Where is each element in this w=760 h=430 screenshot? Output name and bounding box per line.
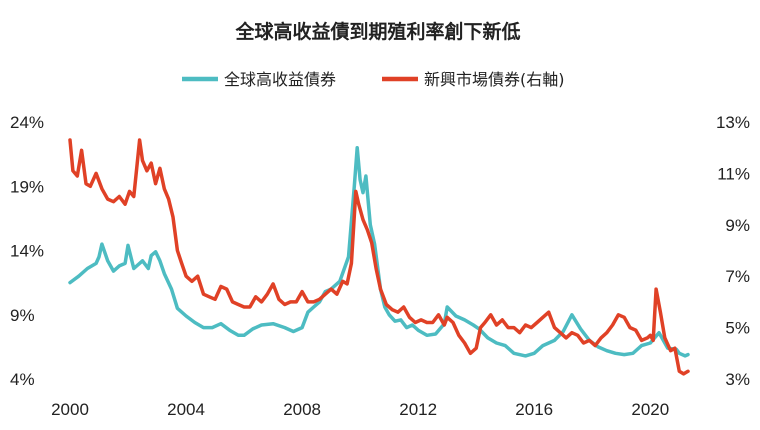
legend-label-global-high-yield: 全球高收益債券 (224, 70, 336, 89)
legend-label-emerging-market: 新興市場債券(右軸) (424, 70, 565, 89)
series-line-global-high-yield (68, 145, 690, 358)
x-axis-tick-label: 2020 (631, 400, 669, 419)
left-axis-ticks: 24% 19% 14% 9% 4% (10, 113, 44, 389)
chart-title: 全球高收益債到期殖利率創下新低 (234, 20, 520, 43)
right-axis-tick-label: 13% (716, 113, 750, 132)
right-axis-tick-label: 5% (725, 319, 750, 338)
series-line-emerging-market (68, 138, 690, 376)
right-axis-tick-label: 11% (717, 164, 750, 183)
x-axis-tick-label: 2000 (51, 400, 89, 419)
x-axis-tick-label: 2004 (167, 400, 205, 419)
right-axis-tick-label: 3% (725, 370, 750, 389)
right-axis-tick-label: 9% (725, 216, 750, 235)
left-axis-tick-label: 24% (10, 113, 44, 132)
x-axis-tick-label: 2012 (399, 400, 437, 419)
left-axis-tick-label: 19% (10, 177, 44, 196)
left-axis-tick-label: 9% (10, 306, 35, 325)
x-axis-ticks: 2000 2004 2008 2012 2016 2020 (51, 400, 669, 419)
x-axis-tick-label: 2016 (515, 400, 553, 419)
left-axis-tick-label: 4% (10, 370, 35, 389)
series-lines (68, 138, 690, 376)
right-axis-ticks: 13% 11% 9% 7% 5% 3% (716, 113, 750, 389)
right-axis-tick-label: 7% (725, 267, 750, 286)
legend: 全球高收益債券 新興市場債券(右軸) (182, 70, 565, 89)
left-axis-tick-label: 14% (10, 242, 44, 261)
x-axis-tick-label: 2008 (283, 400, 321, 419)
